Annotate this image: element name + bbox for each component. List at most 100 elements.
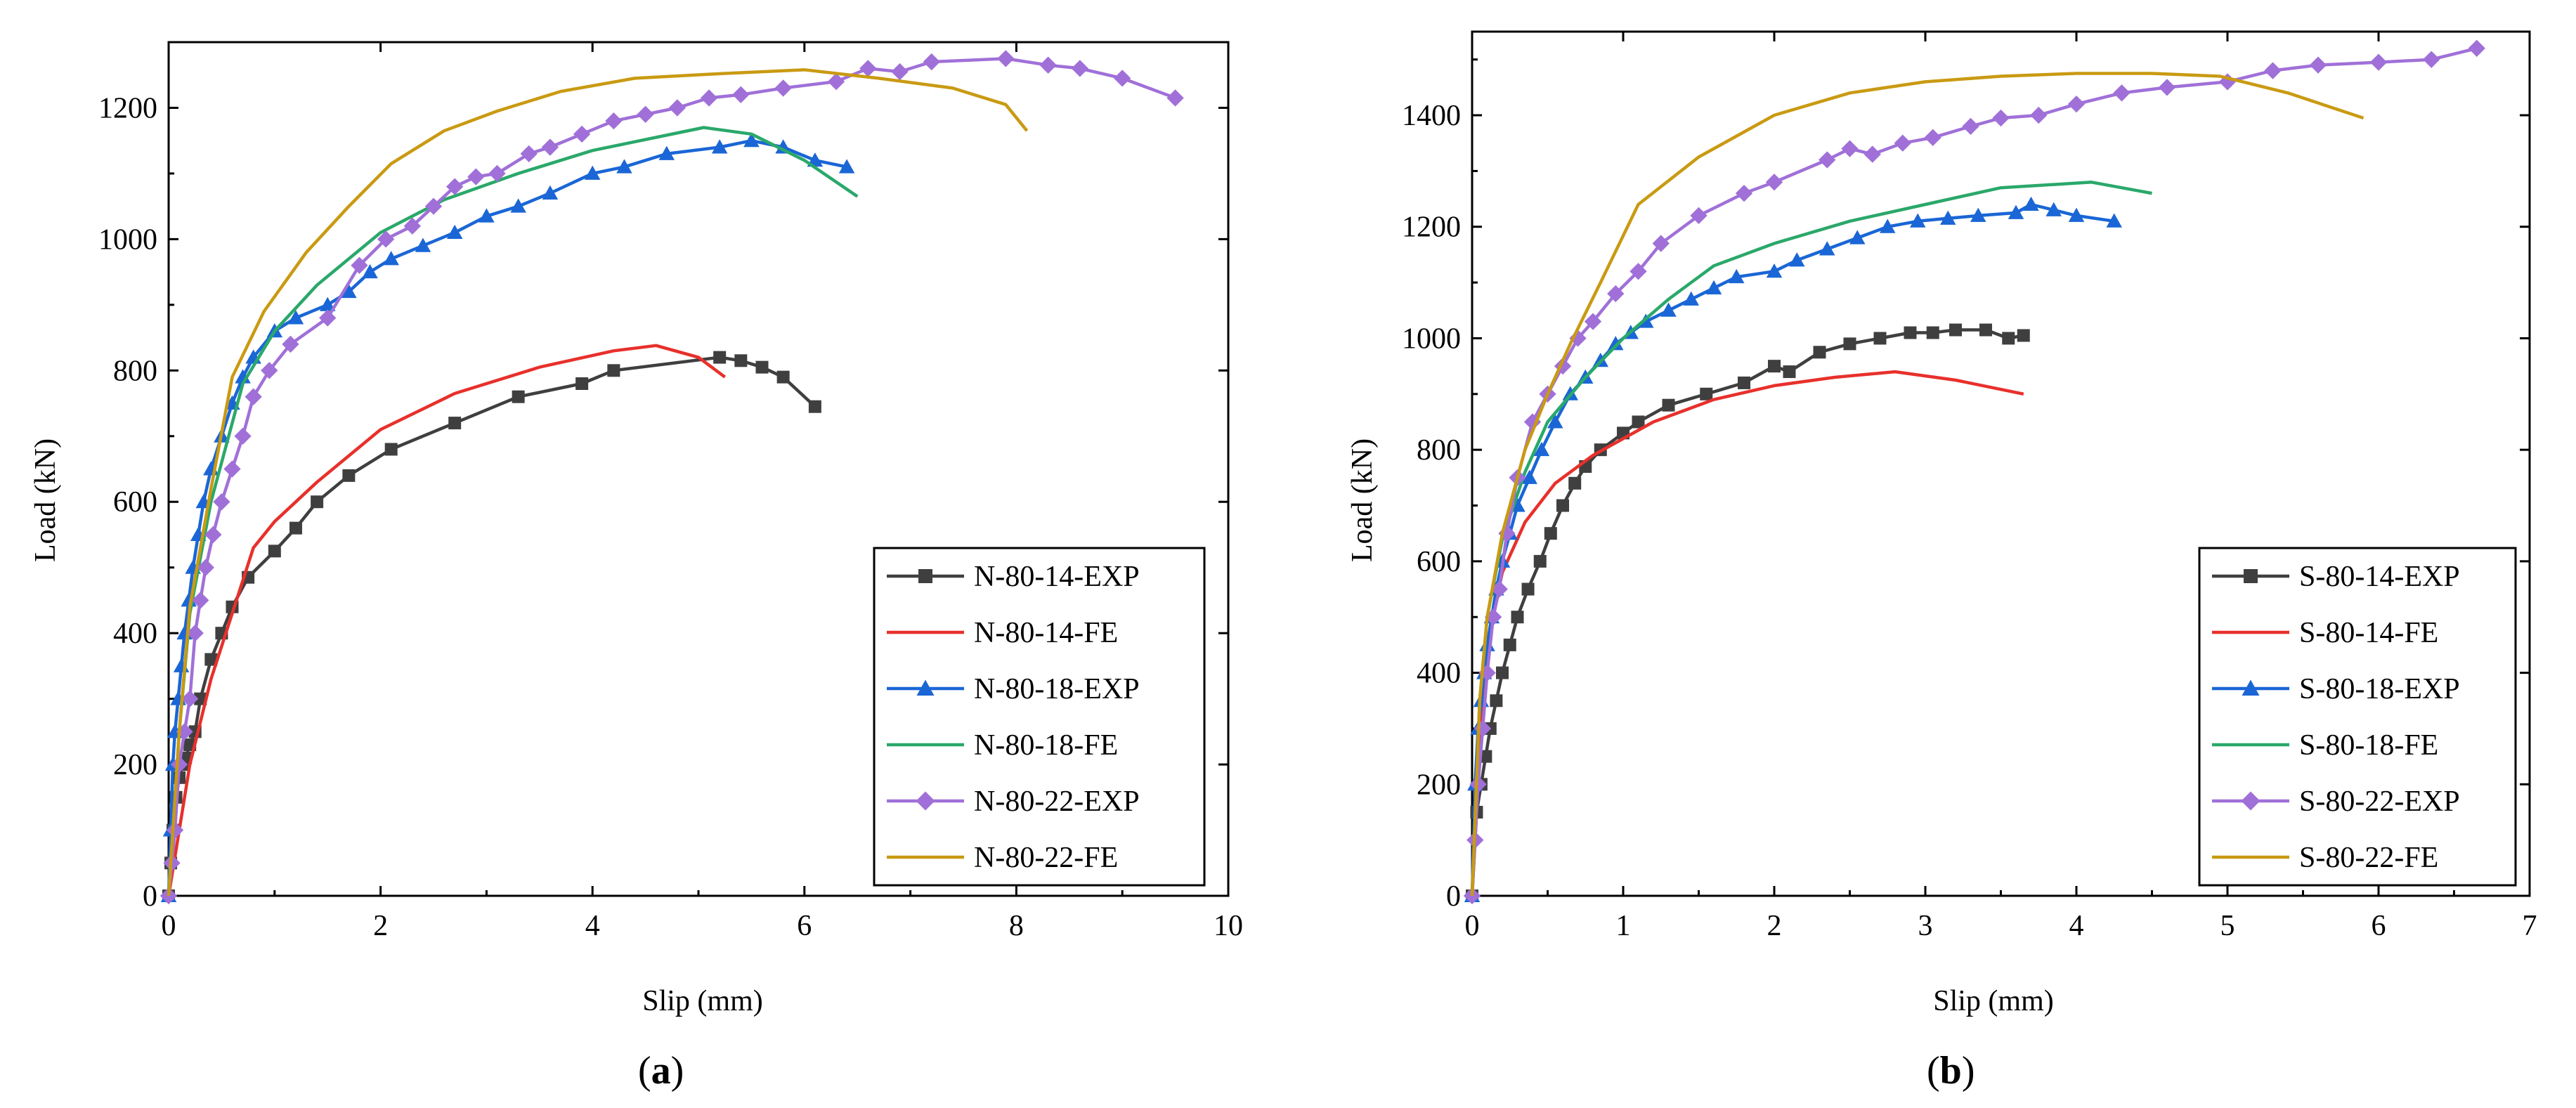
series-line-N-80-14-FE [167, 344, 727, 897]
x-axis-title-a: Slip (mm) [642, 985, 763, 1017]
legend-b: S-80-14-EXP S-80-14-FE S-80-18-EXP S-80-18-… [2198, 547, 2517, 887]
x-tick-label-b-2: 2 [1767, 910, 1782, 942]
legend-marker-S-80-22-EXP [2241, 791, 2260, 811]
data-point-S-80-14-EXP-8 [1511, 611, 1524, 624]
legend-label-S-80-18-FE: S-80-18-FE [2299, 729, 2438, 762]
data-point-S-80-18-EXP-27 [1849, 230, 1866, 245]
data-point-S-80-14-EXP-27 [1926, 326, 1939, 339]
data-point-S-80-22-EXP-14 [1607, 285, 1625, 303]
y-tick-label-b-7: 1400 [1402, 100, 1461, 132]
y-axis-title-a: Load (kN) [30, 438, 62, 562]
series-b-S-80-14-EXP [1466, 323, 2030, 902]
data-point-N-80-22-EXP-12 [234, 427, 252, 445]
legend-marker-S-80-14-EXP [2244, 569, 2258, 583]
data-point-N-80-18-EXP-29 [658, 145, 675, 160]
series-b-S-80-14-FE [1470, 370, 2024, 897]
legend-marker-S-80-18-EXP [2242, 679, 2260, 696]
data-point-S-80-18-EXP-32 [2008, 204, 2024, 219]
data-point-N-80-14-EXP-26 [776, 370, 790, 384]
data-point-N-80-22-EXP-10 [213, 493, 230, 511]
data-point-N-80-14-EXP-16 [311, 495, 324, 509]
data-point-N-80-18-EXP-30 [711, 139, 728, 154]
data-point-N-80-22-EXP-5 [181, 690, 199, 708]
data-point-S-80-22-EXP-31 [2218, 73, 2237, 91]
data-point-N-80-18-EXP-32 [775, 139, 791, 154]
y-tick-label-b-6: 1200 [1402, 211, 1461, 244]
y-tick-label-a-5: 1000 [98, 223, 157, 256]
data-point-N-80-22-EXP-11 [223, 460, 241, 478]
data-point-N-80-14-EXP-18 [384, 443, 398, 456]
data-point-S-80-14-EXP-18 [1662, 398, 1675, 412]
legend-label-S-80-14-FE: S-80-14-FE [2299, 617, 2438, 649]
data-point-N-80-14-EXP-9 [194, 692, 207, 705]
data-point-S-80-14-EXP-25 [1873, 332, 1887, 345]
data-point-N-80-22-EXP-6 [186, 625, 204, 642]
series-b-S-80-22-EXP [1463, 39, 2485, 905]
series-line-S-80-14-FE [1470, 370, 2024, 897]
data-point-S-80-18-EXP-17 [1608, 336, 1624, 351]
legend-label-N-80-18-FE: N-80-18-FE [974, 729, 1118, 762]
data-point-S-80-22-EXP-27 [2030, 106, 2048, 124]
series-b-S-80-18-FE [1470, 181, 2152, 897]
legend-label-N-80-14-FE: N-80-14-FE [974, 617, 1118, 649]
y-tick-label-a-1: 200 [113, 749, 157, 781]
data-point-S-80-22-EXP-18 [1735, 184, 1753, 202]
data-point-N-80-22-EXP-26 [573, 125, 591, 143]
data-point-S-80-14-EXP-31 [2017, 329, 2030, 342]
data-point-N-80-18-EXP-17 [287, 310, 304, 325]
data-point-S-80-14-EXP-5 [1490, 694, 1503, 708]
data-point-S-80-18-EXP-29 [1910, 213, 1926, 228]
data-point-N-80-14-EXP-19 [448, 417, 462, 430]
y-tick-label-b-5: 1000 [1402, 322, 1461, 355]
data-point-S-80-22-EXP-32 [2264, 62, 2282, 79]
series-a-N-80-22-FE [167, 68, 1029, 897]
data-point-S-80-22-EXP-15 [1629, 263, 1647, 280]
y-tick-label-a-4: 800 [113, 355, 157, 387]
data-point-S-80-22-EXP-33 [2309, 56, 2327, 74]
data-point-S-80-14-EXP-12 [1556, 499, 1569, 512]
data-point-S-80-22-EXP-23 [1894, 134, 1911, 152]
data-point-N-80-22-EXP-13 [245, 388, 262, 405]
data-point-S-80-18-EXP-21 [1683, 291, 1699, 306]
data-point-N-80-22-EXP-2 [166, 821, 184, 839]
data-point-S-80-14-EXP-20 [1738, 376, 1750, 389]
x-tick-label-b-0: 0 [1465, 910, 1480, 942]
data-point-N-80-18-EXP-26 [542, 185, 559, 200]
data-point-N-80-22-EXP-38 [1039, 56, 1057, 74]
data-point-N-80-22-EXP-35 [891, 63, 909, 81]
data-point-N-80-18-EXP-34 [838, 159, 855, 174]
data-point-N-80-22-EXP-15 [282, 335, 299, 353]
panel-label-b: (b) [1927, 1049, 1975, 1093]
y-tick-label-b-4: 800 [1417, 434, 1461, 467]
y-tick-label-b-0: 0 [1446, 880, 1461, 913]
data-point-N-80-22-EXP-37 [997, 50, 1015, 67]
chart-panel-a: Slip (mm) Load (kN) (a) 0 2 4 6 8 10 0 200 400 60… [30, 41, 1243, 1093]
data-point-S-80-22-EXP-28 [2067, 96, 2086, 113]
data-point-N-80-22-EXP-8 [197, 559, 214, 576]
y-tick-label-b-3: 600 [1417, 546, 1461, 578]
series-line-S-80-18-FE [1470, 181, 2152, 897]
data-point-S-80-14-EXP-10 [1533, 554, 1547, 568]
data-point-S-80-14-EXP-17 [1632, 415, 1645, 429]
data-point-N-80-14-EXP-15 [289, 521, 302, 535]
series-a-N-80-14-EXP [162, 351, 821, 902]
chart-panel-b: Slip (mm) Load (kN) (b) 0 1 2 3 4 5 6 7 0 200 400 6… [1346, 30, 2537, 1093]
data-point-S-80-22-EXP-17 [1690, 207, 1707, 225]
data-point-S-80-18-EXP-31 [1970, 207, 1986, 222]
legend-label-N-80-14-EXP: N-80-14-EXP [974, 561, 1140, 593]
y-tick-label-a-6: 1200 [98, 92, 157, 124]
legend-label-S-80-18-EXP: S-80-18-EXP [2299, 673, 2460, 705]
legend-label-N-80-22-FE: N-80-22-FE [974, 842, 1118, 874]
data-point-N-80-22-EXP-16 [319, 309, 337, 327]
data-point-S-80-22-EXP-2 [1469, 776, 1487, 793]
data-point-S-80-22-EXP-22 [1863, 145, 1881, 163]
data-point-N-80-22-EXP-23 [488, 164, 506, 183]
data-point-N-80-14-EXP-22 [607, 364, 620, 377]
data-point-N-80-22-EXP-3 [170, 755, 188, 774]
y-tick-label-a-3: 600 [113, 486, 157, 519]
data-point-N-80-14-EXP-23 [713, 351, 727, 364]
series-line-S-80-22-FE [1470, 72, 2364, 897]
legend-marker-N-80-18-EXP [916, 679, 935, 696]
x-tick-label-b-3: 3 [1918, 910, 1933, 942]
legend-label-N-80-22-EXP: N-80-22-EXP [974, 786, 1140, 818]
